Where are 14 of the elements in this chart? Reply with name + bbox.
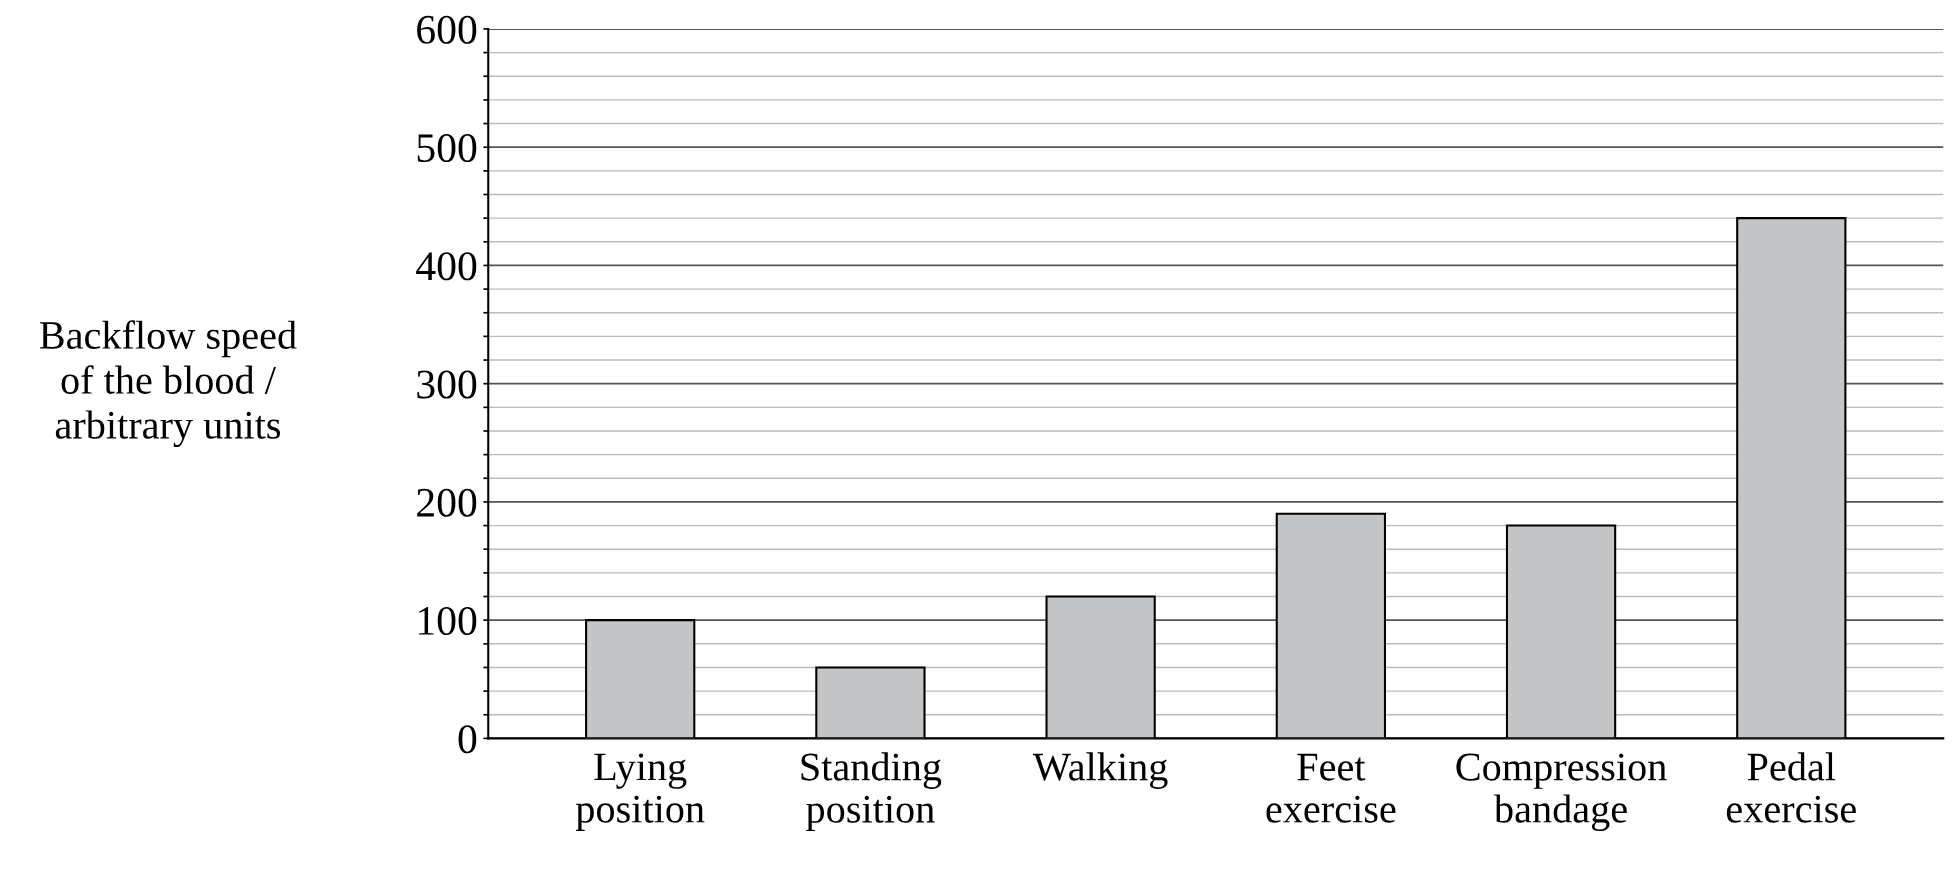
y-tick-label: 200 [417, 488, 477, 517]
y-tick-label: 500 [417, 133, 477, 163]
x-tick-label: Compression bandage [1456, 753, 1667, 832]
y-tick-label: 0 [458, 725, 477, 754]
x-tick-label: Standing position [801, 752, 942, 832]
x-tick-label: Pedal exercise [1726, 752, 1856, 823]
y-axis-title: Backflow speed of the blood / arbitrary units [39, 320, 297, 448]
x-tick-label: Walking [1032, 752, 1168, 789]
y-tick-label: 400 [416, 252, 477, 281]
x-tick-label: Lying position [575, 753, 705, 831]
y-tick-label: 600 [417, 15, 477, 44]
x-tick-label: Feet exercise [1266, 753, 1396, 823]
y-tick-label: 300 [417, 370, 477, 399]
y-tick-label: 100 [419, 606, 477, 636]
